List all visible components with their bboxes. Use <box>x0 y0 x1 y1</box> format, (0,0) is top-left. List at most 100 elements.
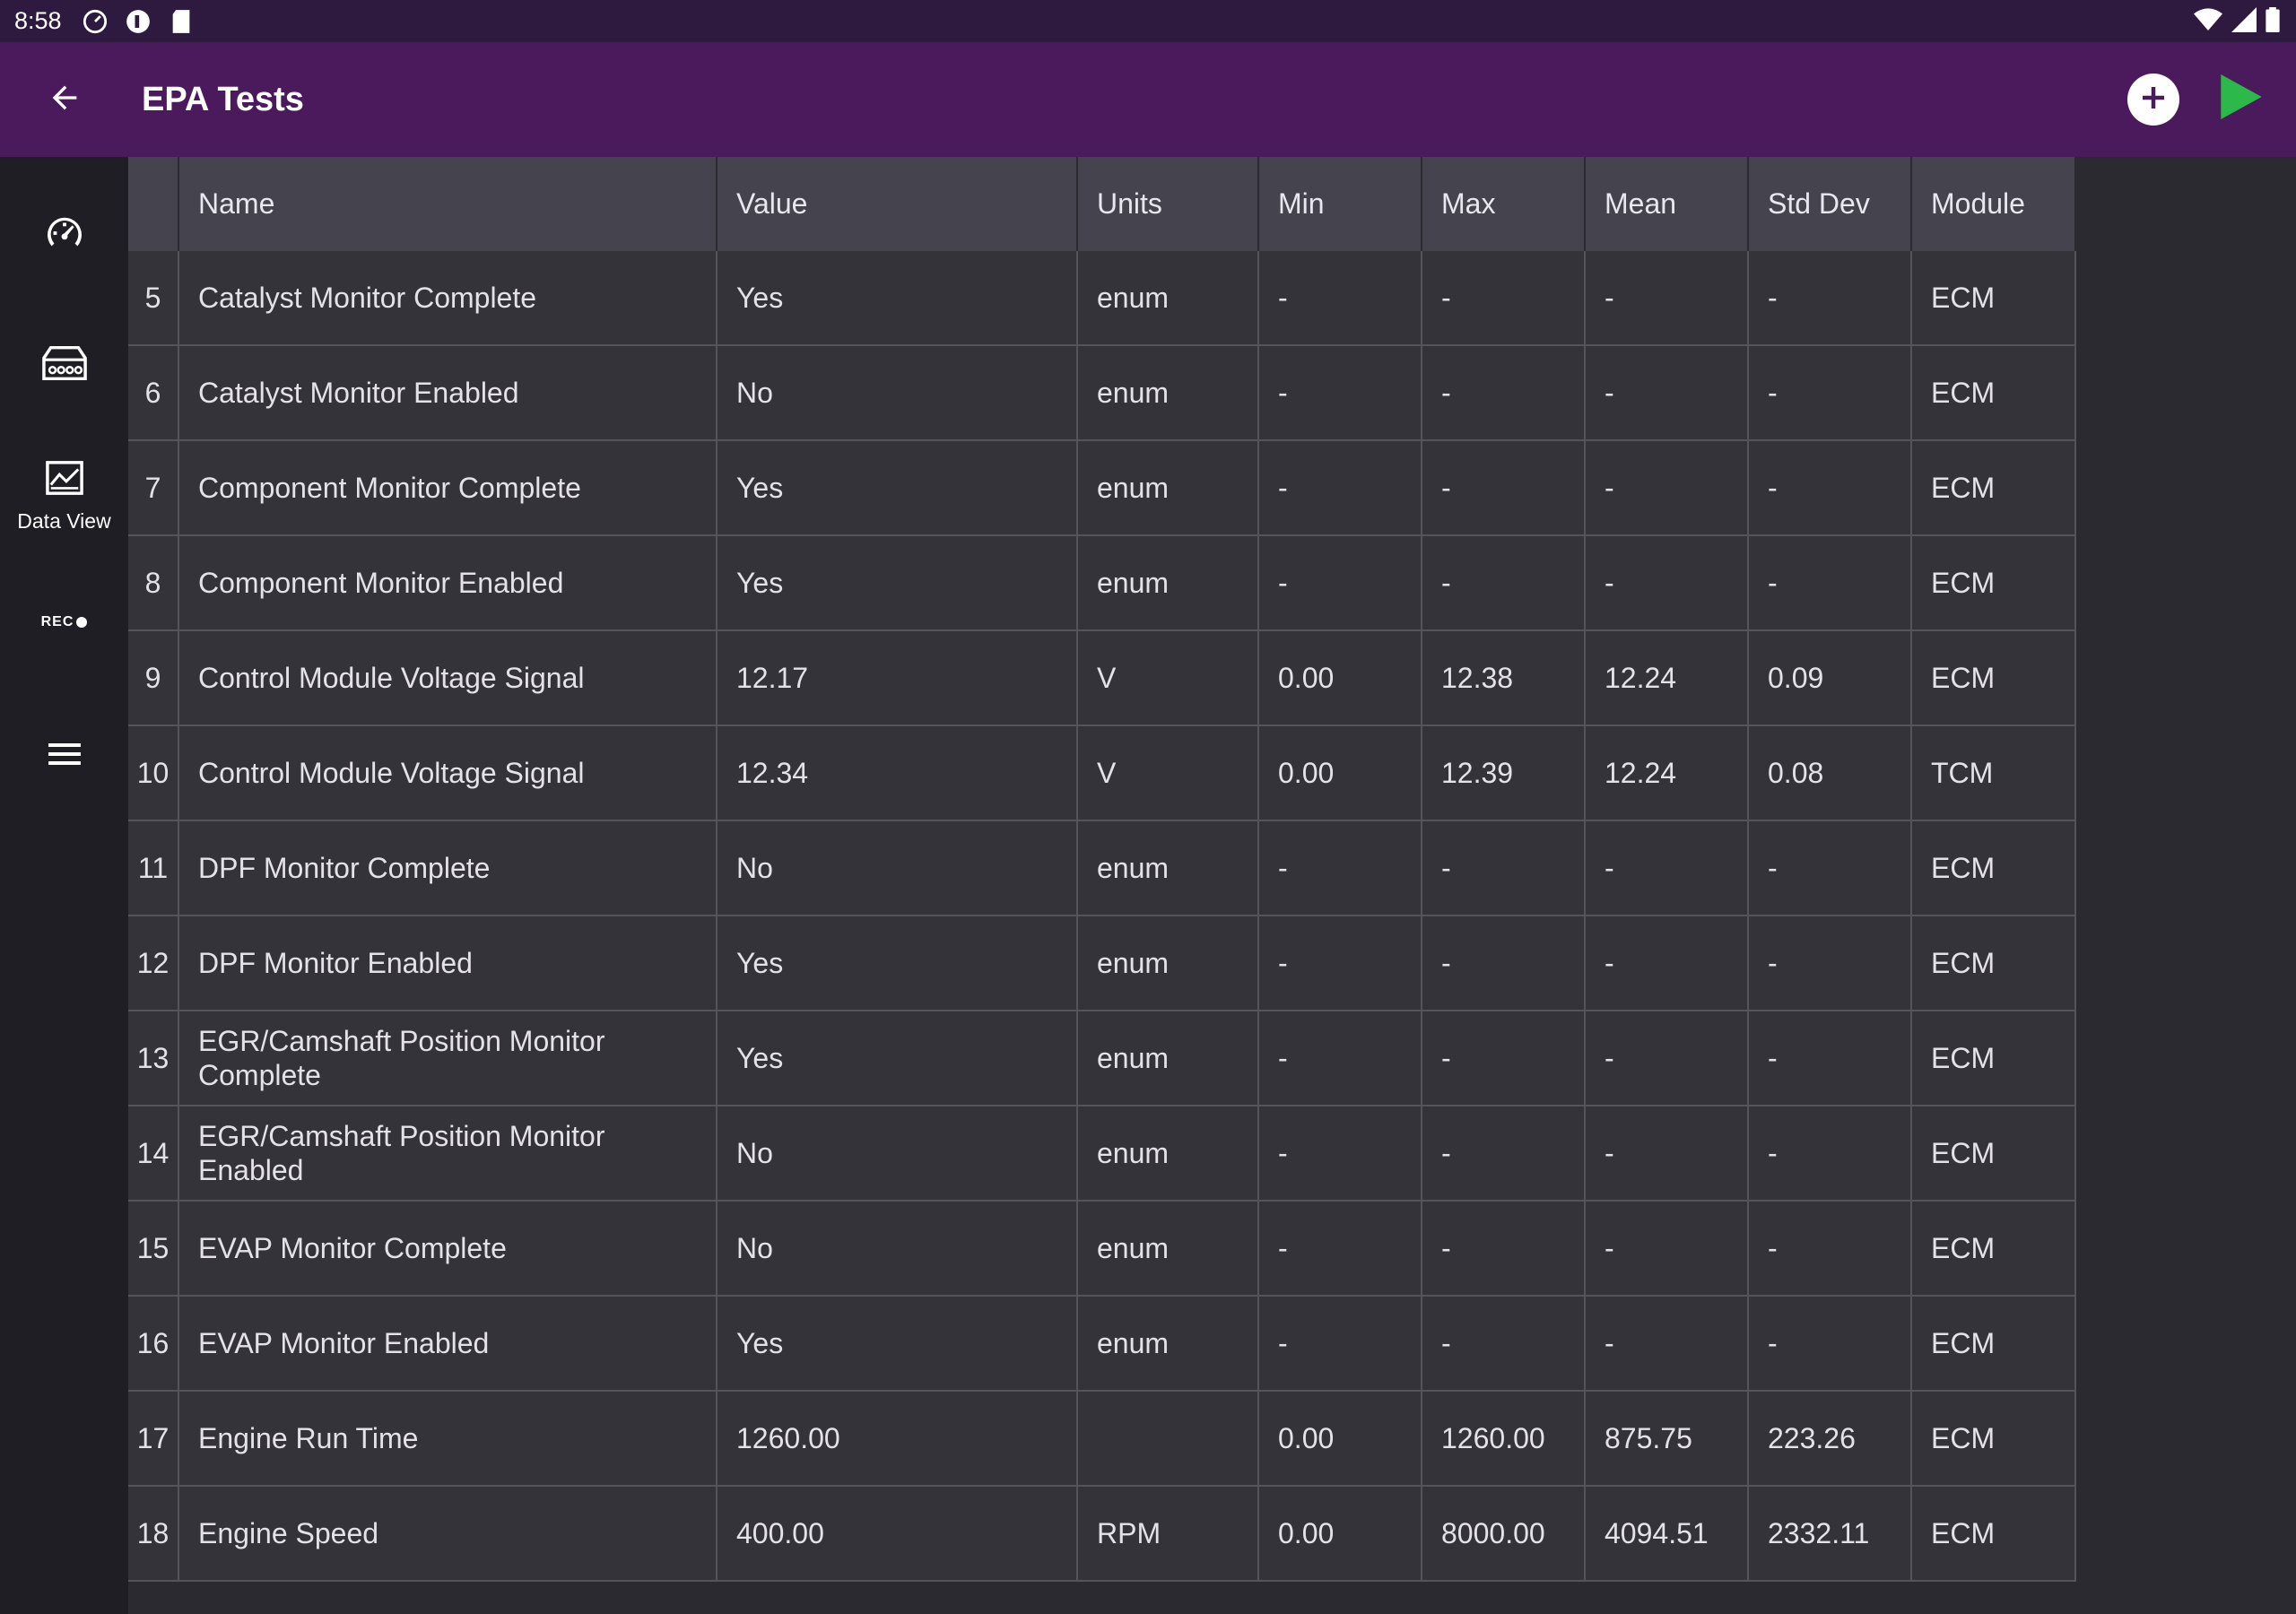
cell-value: 1260.00 <box>718 1392 1078 1485</box>
cell-index: 6 <box>128 346 179 439</box>
cell-index: 12 <box>128 916 179 1010</box>
status-bar: 8:58 <box>0 0 2296 42</box>
table-row[interactable]: 7 Component Monitor Complete Yes enum - - - - EC… <box>128 441 2076 536</box>
cell-module: ECM <box>1912 1392 2076 1485</box>
cell-name: EVAP Monitor Enabled <box>179 1297 718 1390</box>
header-index <box>128 157 179 251</box>
table-row[interactable]: 11 DPF Monitor Complete No enum - - - - ECM <box>128 821 2076 916</box>
cell-std-dev: 223.26 <box>1749 1392 1912 1485</box>
cell-max: - <box>1422 1106 1586 1200</box>
add-button[interactable] <box>2127 74 2179 126</box>
cell-name: Engine Speed <box>179 1487 718 1580</box>
cell-mean: - <box>1586 441 1749 534</box>
play-icon <box>2220 74 2263 124</box>
header-value[interactable]: Value <box>718 157 1078 251</box>
table-row[interactable]: 16 EVAP Monitor Enabled Yes enum - - - - ECM <box>128 1297 2076 1392</box>
table-row[interactable]: 8 Component Monitor Enabled Yes enum - - - - ECM <box>128 536 2076 631</box>
cell-std-dev: - <box>1749 441 1912 534</box>
header-std-dev[interactable]: Std Dev <box>1749 157 1912 251</box>
table-row[interactable]: 6 Catalyst Monitor Enabled No enum - - - - ECM <box>128 346 2076 441</box>
cell-value: No <box>718 1202 1078 1295</box>
cell-index: 8 <box>128 536 179 629</box>
cell-min: - <box>1259 536 1422 629</box>
cell-max: - <box>1422 346 1586 439</box>
table-row[interactable]: 12 DPF Monitor Enabled Yes enum - - - - ECM <box>128 916 2076 1011</box>
rail-data-view-button[interactable]: Data View <box>0 460 128 534</box>
cell-min: 0.00 <box>1259 631 1422 725</box>
cell-units: enum <box>1078 251 1259 344</box>
battery-icon <box>2266 7 2280 39</box>
cell-index: 9 <box>128 631 179 725</box>
table-row[interactable]: 13 EGR/Camshaft Position Monitor Complete… <box>128 1011 2076 1106</box>
cell-module: ECM <box>1912 441 2076 534</box>
cell-units: enum <box>1078 1011 1259 1105</box>
cell-value: No <box>718 821 1078 915</box>
table-row[interactable]: 18 Engine Speed 400.00 RPM 0.00 8000.00 4094.5… <box>128 1487 2076 1582</box>
cell-mean: - <box>1586 916 1749 1010</box>
cell-module: ECM <box>1912 536 2076 629</box>
table-row[interactable]: 14 EGR/Camshaft Position Monitor Enabled N… <box>128 1106 2076 1202</box>
cell-value: 12.17 <box>718 631 1078 725</box>
cell-mean: - <box>1586 346 1749 439</box>
table-row[interactable]: 9 Control Module Voltage Signal 12.17 V 0.00… <box>128 631 2076 726</box>
rec-label: REC <box>40 614 74 629</box>
cell-std-dev: - <box>1749 1106 1912 1200</box>
cell-name: Engine Run Time <box>179 1392 718 1485</box>
table-row[interactable]: 17 Engine Run Time 1260.00 0.00 1260.00 875.7… <box>128 1392 2076 1487</box>
cell-units: enum <box>1078 441 1259 534</box>
cell-mean: - <box>1586 1011 1749 1105</box>
cell-min: 0.00 <box>1259 726 1422 820</box>
cell-units: enum <box>1078 536 1259 629</box>
rail-menu-button[interactable] <box>0 740 128 773</box>
rec-icon: REC <box>41 614 88 630</box>
cell-max: - <box>1422 441 1586 534</box>
header-module[interactable]: Module <box>1912 157 2076 251</box>
back-arrow-icon <box>47 80 83 120</box>
table-row[interactable]: 15 EVAP Monitor Complete No enum - - - - ECM <box>128 1202 2076 1297</box>
rail-module-button[interactable] <box>0 345 128 386</box>
cell-max: 12.39 <box>1422 726 1586 820</box>
header-units[interactable]: Units <box>1078 157 1259 251</box>
cell-std-dev: 2332.11 <box>1749 1487 1912 1580</box>
cell-max: - <box>1422 1297 1586 1390</box>
table-row[interactable]: 10 Control Module Voltage Signal 12.34 V 0.0… <box>128 726 2076 821</box>
cell-module: ECM <box>1912 1297 2076 1390</box>
cell-std-dev: 0.08 <box>1749 726 1912 820</box>
cell-index: 15 <box>128 1202 179 1295</box>
rail-rec-button[interactable]: REC <box>0 614 128 630</box>
header-mean[interactable]: Mean <box>1586 157 1749 251</box>
add-circle-icon <box>2137 82 2170 118</box>
app-bar: EPA Tests <box>0 42 2296 157</box>
cell-name: Catalyst Monitor Enabled <box>179 346 718 439</box>
cell-std-dev: - <box>1749 821 1912 915</box>
cell-mean: 4094.51 <box>1586 1487 1749 1580</box>
cell-module: ECM <box>1912 1106 2076 1200</box>
cell-min: 0.00 <box>1259 1487 1422 1580</box>
cell-max: - <box>1422 1011 1586 1105</box>
cell-module: ECM <box>1912 1202 2076 1295</box>
rail-gauge-button[interactable] <box>0 213 128 258</box>
speedometer-status-icon <box>82 8 109 35</box>
data-table[interactable]: 4Boost System Monitor EnabledNoenumECM5C… <box>128 157 2076 1614</box>
table-row[interactable]: 5 Catalyst Monitor Complete Yes enum - - - - ECM <box>128 251 2076 346</box>
chart-icon <box>45 460 83 500</box>
cell-index: 11 <box>128 821 179 915</box>
cell-value: Yes <box>718 1297 1078 1390</box>
cell-mean: - <box>1586 536 1749 629</box>
cell-value: Yes <box>718 1011 1078 1105</box>
cell-value: Yes <box>718 441 1078 534</box>
cell-value: Yes <box>718 536 1078 629</box>
cell-name: Control Module Voltage Signal <box>179 726 718 820</box>
header-name[interactable]: Name <box>179 157 718 251</box>
cell-module: ECM <box>1912 1487 2076 1580</box>
side-rail: Data View REC <box>0 157 128 1614</box>
cell-value: 12.34 <box>718 726 1078 820</box>
cell-name: EGR/Camshaft Position Monitor Complete <box>179 1011 718 1105</box>
play-button[interactable] <box>2212 69 2271 128</box>
cell-max: - <box>1422 536 1586 629</box>
back-button[interactable] <box>32 67 97 132</box>
header-min[interactable]: Min <box>1259 157 1422 251</box>
cell-max: - <box>1422 916 1586 1010</box>
header-max[interactable]: Max <box>1422 157 1586 251</box>
cell-mean: - <box>1586 1202 1749 1295</box>
